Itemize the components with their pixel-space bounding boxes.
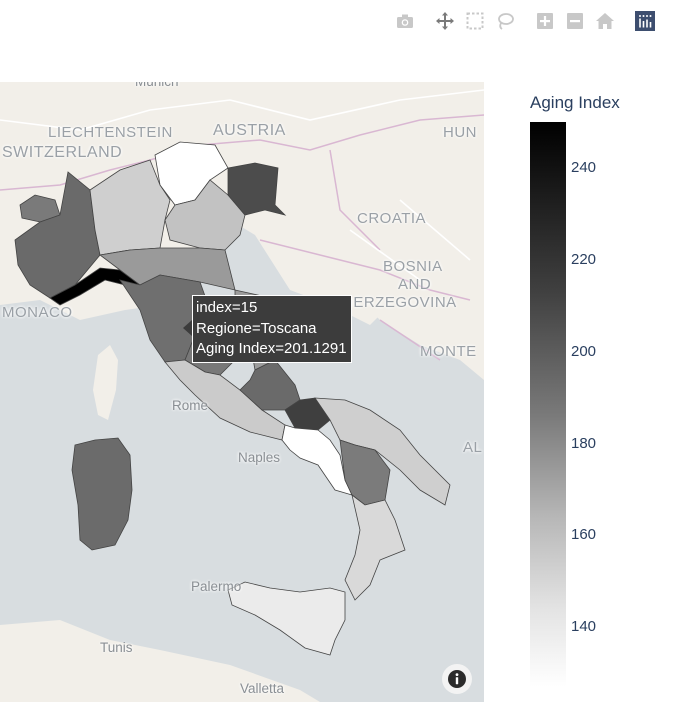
- colorbar-tick-220: 220: [571, 250, 597, 268]
- label-montenegro: MONTE: [420, 343, 477, 360]
- label-palermo: Palermo: [191, 579, 242, 594]
- colorbar-tick-160: 160: [571, 526, 597, 544]
- info-icon: [448, 670, 466, 688]
- map[interactable]: Munich LIECHTENSTEIN AUSTRIA HUN SWITZER…: [0, 82, 484, 702]
- plotly-logo-button[interactable]: [630, 8, 660, 34]
- region-friuli-venezia-giulia: [227, 162, 287, 216]
- label-switzerland: SWITZERLAND: [2, 144, 123, 161]
- zoom-in-button[interactable]: [530, 8, 560, 34]
- label-bosnia-1: BOSNIA: [383, 258, 443, 275]
- tooltip-region: Regione=Toscana: [196, 319, 317, 337]
- lasso-select-button[interactable]: [490, 8, 520, 34]
- home-icon: [596, 13, 614, 29]
- colorbar: [530, 122, 566, 687]
- region-veneto: [164, 179, 246, 251]
- land-corsica: [93, 345, 118, 420]
- label-bosnia-2: AND: [398, 276, 432, 293]
- map-svg: [0, 82, 484, 702]
- camera-button[interactable]: [390, 8, 420, 34]
- zoom-in-icon: [537, 13, 553, 29]
- camera-icon: [397, 14, 413, 28]
- box-select-button[interactable]: [460, 8, 490, 34]
- box-select-icon: [466, 12, 484, 30]
- lasso-select-icon: [498, 13, 514, 30]
- plotly-logo-icon: [635, 11, 655, 31]
- region-sicilia: [227, 581, 346, 656]
- region-calabria: [344, 494, 406, 601]
- land-africa: [0, 620, 320, 702]
- zoom-out-icon: [567, 13, 583, 29]
- label-hungary: HUN: [443, 124, 477, 141]
- zoom-out-button[interactable]: [560, 8, 590, 34]
- colorbar-tick-240: 240: [571, 158, 597, 176]
- label-tunis: Tunis: [100, 640, 133, 655]
- colorbar-tick-180: 180: [571, 434, 597, 452]
- modebar: [390, 8, 660, 34]
- country-borders: [0, 114, 484, 361]
- attribution-button[interactable]: [442, 664, 472, 694]
- pan-icon: [436, 12, 454, 30]
- label-bosnia-3: HERZEGOVINA: [342, 294, 457, 311]
- label-naples: Naples: [238, 450, 281, 465]
- label-valletta: Valletta: [240, 681, 285, 696]
- label-liechtenstein: LIECHTENSTEIN: [48, 124, 173, 141]
- colorbar-title: Aging Index: [530, 93, 620, 112]
- tooltip-index: index=15: [196, 299, 258, 316]
- hover-tooltip: index=15 Regione=Toscana Aging Index=201…: [192, 295, 352, 363]
- label-munich: Munich: [135, 82, 179, 89]
- reset-view-button[interactable]: [590, 8, 620, 34]
- colorbar-tick-140: 140: [571, 618, 597, 636]
- tooltip-arrow: [183, 320, 192, 336]
- label-rome: Rome: [172, 398, 209, 413]
- pan-button[interactable]: [430, 8, 460, 34]
- label-croatia: CROATIA: [357, 210, 427, 227]
- label-monaco: MONACO: [2, 304, 73, 321]
- label-albania: AL: [463, 439, 483, 456]
- colorbar-tick-200: 200: [571, 342, 597, 360]
- region-sardegna: [71, 437, 133, 551]
- land-balkans: [300, 190, 484, 380]
- label-austria: AUSTRIA: [213, 122, 286, 139]
- tooltip-aging-index: Aging Index=201.1291: [196, 340, 347, 357]
